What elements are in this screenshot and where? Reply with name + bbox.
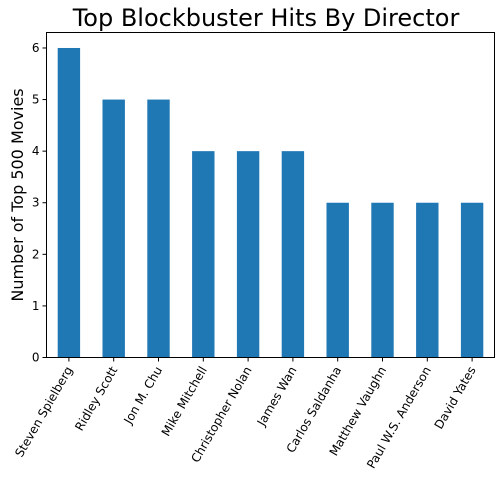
bar-christopher-nolan [236, 151, 260, 358]
bar-paul-w-s-anderson [416, 202, 439, 358]
y-tick-label: 6 [32, 41, 40, 55]
bar-mike-mitchell [192, 151, 215, 358]
x-tick-label: James Wan [254, 364, 300, 429]
y-tick-label: 5 [32, 93, 40, 107]
chart-title: Top Blockbuster Hits By Director [72, 4, 460, 32]
x-tick-label: David Yates [432, 364, 479, 431]
plot-area-frame [46, 32, 495, 358]
bar-james-wan [281, 151, 305, 358]
x-tick-label: Steven Spielberg [12, 364, 75, 460]
y-tick-label: 0 [32, 351, 40, 365]
bar-david-yates [460, 202, 484, 358]
y-tick-label: 3 [32, 196, 40, 210]
y-tick-label: 4 [32, 144, 40, 158]
bar-ridley-scott [102, 99, 125, 358]
bar-jon-m-chu [147, 99, 170, 358]
bars-group [57, 47, 484, 358]
y-axis-label: Number of Top 500 Movies [8, 88, 27, 301]
bar-carlos-saldanha [326, 202, 349, 358]
x-tick-label: Mike Mitchell [159, 364, 210, 439]
x-tick-label: Jon M. Chu [121, 364, 166, 427]
y-tick-label: 1 [32, 299, 40, 313]
x-tick-label: Ridley Scott [72, 364, 120, 434]
bar-matthew-vaughn [371, 202, 394, 358]
y-axis-ticks: 0 1 2 3 4 5 6 [32, 41, 47, 365]
y-tick-label: 2 [32, 247, 40, 261]
bar-steven-spielberg [57, 47, 81, 358]
